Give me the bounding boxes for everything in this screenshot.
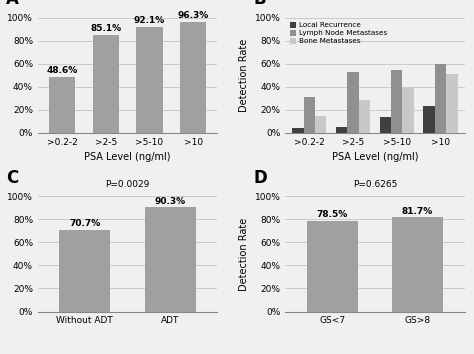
Y-axis label: Detection Rate: Detection Rate	[0, 217, 1, 291]
Text: D: D	[253, 169, 267, 187]
Bar	[145, 207, 196, 312]
Legend: Local Recurrence, Lymph Node Metastases, Bone Metastases: Local Recurrence, Lymph Node Metastases,…	[289, 21, 388, 45]
Bar	[423, 107, 435, 133]
Text: P=0.0029: P=0.0029	[105, 181, 150, 189]
Bar	[137, 27, 163, 133]
X-axis label: PSA Level (ng/ml): PSA Level (ng/ml)	[332, 152, 418, 162]
Bar	[446, 74, 457, 133]
Text: 92.1%: 92.1%	[134, 16, 165, 25]
Bar	[391, 69, 402, 133]
Text: 48.6%: 48.6%	[46, 66, 78, 75]
Bar	[359, 99, 370, 133]
Text: C: C	[6, 169, 18, 187]
X-axis label: PSA Level (ng/ml): PSA Level (ng/ml)	[84, 152, 171, 162]
Bar	[49, 77, 75, 133]
Bar	[307, 221, 358, 312]
Text: 90.3%: 90.3%	[155, 197, 186, 206]
Y-axis label: Detection Rate: Detection Rate	[0, 39, 1, 112]
Bar	[347, 72, 359, 133]
Bar	[402, 87, 414, 133]
Y-axis label: Detection Rate: Detection Rate	[239, 217, 249, 291]
Bar	[59, 230, 110, 312]
Bar	[180, 22, 206, 133]
Bar	[304, 97, 315, 133]
Bar	[315, 116, 327, 133]
Text: 81.7%: 81.7%	[402, 207, 433, 216]
Bar	[392, 217, 443, 312]
Text: B: B	[253, 0, 265, 8]
Bar	[336, 127, 347, 133]
Text: A: A	[6, 0, 18, 8]
Text: 96.3%: 96.3%	[177, 11, 209, 20]
Bar	[380, 117, 391, 133]
Text: 70.7%: 70.7%	[69, 219, 100, 228]
Bar	[435, 64, 446, 133]
Y-axis label: Detection Rate: Detection Rate	[239, 39, 249, 112]
Text: 78.5%: 78.5%	[317, 210, 348, 219]
Text: P=0.6265: P=0.6265	[353, 181, 397, 189]
Text: 85.1%: 85.1%	[90, 24, 121, 33]
Bar	[92, 35, 119, 133]
Bar	[292, 128, 304, 133]
